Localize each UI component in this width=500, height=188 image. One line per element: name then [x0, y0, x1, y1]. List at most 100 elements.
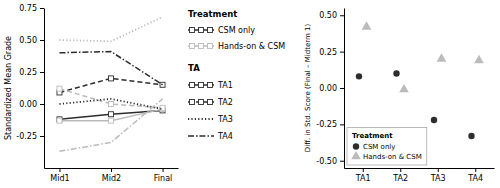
marker: [437, 53, 447, 61]
legend-box: [347, 128, 427, 165]
x-tick-label: Mid1: [50, 174, 69, 183]
y-tick-mark: [40, 72, 44, 73]
chart-root: -0.25 0.00 0.25 0.50 0.75 Mid1 Mid2 Final Standa…: [0, 0, 500, 188]
y-tick-mark: [40, 104, 44, 105]
y-axis-line: [344, 9, 345, 169]
x-tick: Final: [154, 168, 172, 183]
y-tick: 0.75: [19, 4, 44, 13]
marker: [109, 118, 114, 123]
y-axis: -0.25 0.00 0.25 0.50 0.75: [16, 4, 44, 168]
y-tick: 0.25: [319, 48, 344, 57]
y-tick: 0.50: [319, 11, 344, 20]
legend-title: Treatment: [352, 132, 393, 140]
y-axis-title: Diff. in Std. Score (Final – Midterm 1): [304, 24, 312, 153]
marker: [431, 117, 437, 123]
legend-label: Hands-on & CSM: [363, 153, 422, 161]
x-tick-mark: [59, 168, 60, 172]
x-tick: Mid1: [50, 168, 69, 183]
y-tick: 0.25: [19, 68, 44, 77]
y-tick-label: 0.50: [19, 36, 37, 45]
y-tick: 0.50: [19, 36, 44, 45]
y-tick-mark: [340, 161, 344, 162]
y-tick-mark: [40, 40, 44, 41]
marker: [190, 100, 195, 105]
y-tick-label: 0.00: [319, 84, 337, 93]
legend: Treatment CSM only Hands-on & CSM: [347, 128, 427, 165]
marker: [208, 100, 213, 105]
x-tick-label: Final: [154, 174, 172, 183]
plot-area: [57, 17, 165, 151]
legend-label: TA3: [217, 115, 233, 124]
x-tick-label: TA2: [392, 174, 408, 183]
y-axis: -0.50 -0.25 0.00 0.25 0.50: [316, 9, 344, 169]
line: [59, 17, 162, 41]
marker: [109, 102, 114, 107]
marker: [199, 28, 204, 33]
y-tick-mark: [40, 136, 44, 137]
legend-label: TA1: [217, 81, 233, 90]
line: [59, 52, 162, 85]
x-tick-mark: [363, 168, 364, 172]
marker: [351, 151, 361, 159]
x-tick-label: Mid2: [102, 174, 121, 183]
y-tick-mark: [40, 8, 44, 9]
y-tick-label: 0.00: [19, 100, 37, 109]
x-tick-mark: [438, 168, 439, 172]
marker: [362, 21, 372, 29]
marker: [393, 70, 399, 76]
y-axis-line: [44, 9, 45, 169]
legend-label: TA2: [217, 98, 233, 107]
legend-label: CSM only: [363, 143, 395, 151]
x-tick: TA2: [392, 168, 408, 183]
legend-title: Treatment: [188, 9, 237, 19]
x-axis: Mid1 Mid2 Final: [45, 168, 179, 183]
marker: [160, 82, 165, 87]
x-axis: TA1 TA2 TA3 TA4: [345, 168, 495, 183]
x-tick-mark: [475, 168, 476, 172]
marker: [399, 84, 409, 92]
x-tick-mark: [163, 168, 164, 172]
y-tick-mark: [340, 124, 344, 125]
marker: [199, 83, 204, 88]
marker: [208, 28, 213, 33]
legend-label: Hands-on & CSM: [218, 42, 285, 51]
marker: [208, 83, 213, 88]
x-tick: TA4: [467, 168, 483, 183]
x-tick: TA3: [430, 168, 446, 183]
line: [59, 99, 162, 109]
legend-title: TA: [188, 63, 200, 73]
marker: [190, 83, 195, 88]
y-tick: -0.50: [316, 157, 344, 166]
legend-label: TA4: [217, 132, 233, 141]
x-tick: TA1: [355, 168, 371, 183]
marker: [356, 73, 362, 79]
line: [59, 99, 162, 151]
marker: [208, 44, 213, 49]
marker: [57, 118, 62, 123]
legend-swatch: [188, 118, 214, 120]
marker: [109, 76, 114, 81]
x-tick-mark: [400, 168, 401, 172]
x-axis-line: [345, 168, 495, 169]
y-tick-mark: [340, 52, 344, 53]
marker: [190, 44, 195, 49]
marker: [109, 112, 114, 117]
y-tick: -0.25: [16, 132, 44, 141]
marker: [474, 55, 484, 63]
marker: [468, 133, 474, 139]
marker: [199, 100, 204, 105]
x-tick-label: TA4: [467, 174, 483, 183]
y-tick: -0.25: [316, 120, 344, 129]
legend: TreatmentCSM onlyHands-on & CSMTATA1TA2T…: [188, 9, 285, 141]
y-axis-title: Standardized Mean Grade: [4, 36, 13, 140]
x-tick-label: TA1: [355, 174, 371, 183]
x-tick: Mid2: [102, 168, 121, 183]
marker: [199, 44, 204, 49]
marker: [57, 86, 62, 91]
y-tick: 0.00: [319, 84, 344, 93]
y-tick-mark: [340, 88, 344, 89]
marker: [190, 28, 195, 33]
x-tick-mark: [111, 168, 112, 172]
y-tick-label: 0.25: [19, 68, 37, 77]
y-tick-mark: [340, 15, 344, 16]
